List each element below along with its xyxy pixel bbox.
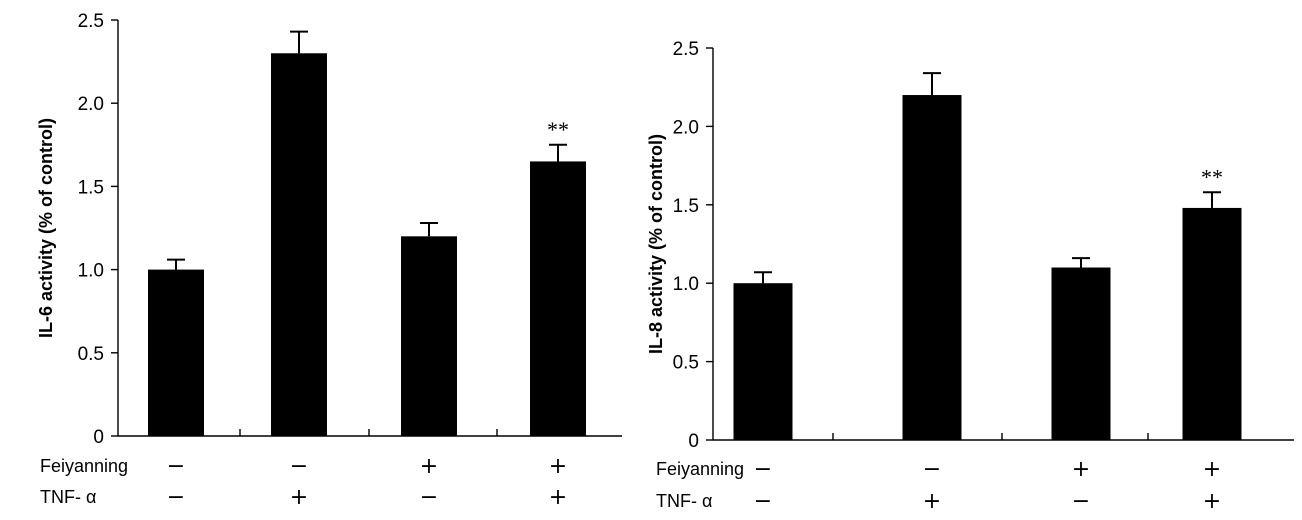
condition-symbol: + (1203, 489, 1221, 514)
y-tick-label: 2.0 (78, 94, 104, 115)
condition-symbol: + (549, 454, 567, 479)
condition-symbol: − (167, 485, 185, 510)
condition-symbol: + (1072, 457, 1090, 482)
y-tick-label: 1.0 (673, 274, 699, 295)
condition-symbol: + (923, 489, 941, 514)
significance-marker: ** (1201, 164, 1223, 189)
bar-4 (530, 161, 586, 436)
error-bar-3 (420, 222, 438, 237)
chart-panel-1: 0 0.5 1.0 1.5 2.0 2.5 IL-6 activity (% of cont… (36, 11, 622, 510)
condition-symbol: + (420, 454, 438, 479)
y-axis-label: IL-6 activity (% of control) (36, 118, 56, 338)
condition-label: TNF- α (40, 487, 96, 507)
error-bar-2 (290, 30, 308, 54)
bar-2 (271, 53, 327, 436)
bar-3 (1051, 267, 1111, 440)
significance-marker: ** (547, 117, 569, 142)
condition-label: Feiyanning (40, 456, 128, 476)
y-tick-label: 0 (688, 431, 699, 452)
bar-2 (902, 95, 962, 440)
y-axis-label: IL-8 activity (% of control) (646, 134, 666, 354)
condition-label: Feiyanning (656, 459, 744, 479)
condition-symbol: − (754, 489, 772, 514)
error-bar-1 (167, 258, 185, 270)
y-tick-label: 1.0 (78, 261, 104, 282)
y-tick-label: 2.0 (673, 117, 699, 138)
condition-symbol: − (1072, 489, 1090, 514)
y-tick-label: 0.5 (78, 344, 104, 365)
y-tick-label: 0 (93, 427, 104, 448)
error-bar-3 (1072, 257, 1090, 268)
condition-symbol: + (549, 485, 567, 510)
condition-symbol: − (754, 457, 772, 482)
condition-symbol: − (923, 457, 941, 482)
y-tick-label: 2.5 (673, 39, 699, 60)
chart-panel-2: 0 0.5 1.0 1.5 2.0 2.5 IL-8 activity (% of cont… (646, 39, 1294, 514)
error-bar-4 (549, 143, 567, 162)
bar-3 (401, 236, 457, 436)
y-tick-label: 1.5 (78, 177, 104, 198)
y-tick-label: 1.5 (673, 196, 699, 217)
condition-symbol: − (167, 454, 185, 479)
bar-1 (733, 283, 793, 440)
error-bar-4 (1203, 191, 1221, 208)
bar-4 (1182, 207, 1242, 440)
condition-symbol: − (290, 454, 308, 479)
condition-symbol: − (420, 485, 438, 510)
y-tick-label: 0.5 (673, 353, 699, 374)
bar-1 (148, 269, 204, 436)
error-bar-1 (754, 271, 772, 284)
error-bar-2 (923, 72, 941, 96)
condition-symbol: + (1203, 457, 1221, 482)
condition-symbol: + (290, 485, 308, 510)
y-tick-label: 2.5 (78, 11, 104, 32)
condition-label: TNF- α (656, 491, 712, 511)
